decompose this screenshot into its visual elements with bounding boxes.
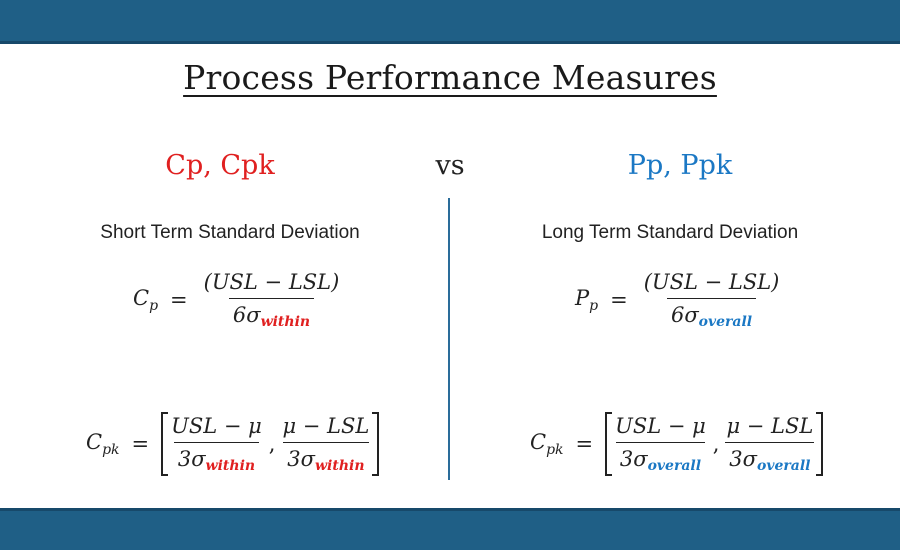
pp-formula: Pp = (USL − LSL) 6σoverall — [575, 270, 783, 330]
pp-denominator: 6σoverall — [666, 298, 757, 330]
bottom-banner — [0, 508, 900, 550]
cpk-symbol: Cpk — [86, 429, 120, 459]
comma: , — [712, 432, 720, 456]
vs-label: vs — [435, 150, 465, 181]
page-title: Process Performance Measures — [183, 58, 717, 97]
comma: , — [268, 432, 276, 456]
cpk-upper-numerator: USL − μ — [615, 414, 706, 438]
equals-sign: = — [131, 432, 150, 456]
cp-numerator: (USL − LSL) — [203, 270, 340, 294]
cpk-upper-fraction: USL − μ 3σoverall — [611, 414, 710, 474]
column-divider — [448, 198, 450, 480]
cpk-upper-numerator: USL − μ — [171, 414, 262, 438]
cpk-lower-denominator: 3σoverall — [725, 442, 815, 474]
cpk-bracket: USL − μ 3σoverall , μ − LSL 3σoverall — [605, 412, 824, 476]
cp-fraction: (USL − LSL) 6σwithin — [200, 270, 344, 330]
cp-denominator: 6σwithin — [228, 298, 315, 330]
equals-sign: = — [575, 432, 594, 456]
cpk-symbol: Cpk — [530, 429, 564, 459]
cpk-upper-fraction: USL − μ 3σwithin — [167, 414, 266, 474]
top-banner — [0, 0, 900, 44]
pp-fraction: (USL − LSL) 6σoverall — [640, 270, 784, 330]
cpk-formula-overall: Cpk = USL − μ 3σoverall , μ − LSL 3σover… — [530, 412, 824, 476]
cpk-lower-fraction: μ − LSL 3σwithin — [278, 414, 373, 474]
long-term-subheading: Long Term Standard Deviation — [541, 222, 799, 243]
equals-sign: = — [610, 288, 628, 312]
cpk-lower-numerator: μ − LSL — [282, 414, 370, 438]
cp-symbol: Cp — [133, 285, 159, 315]
cpk-lower-fraction: μ − LSL 3σoverall — [722, 414, 817, 474]
cpk-upper-denominator: 3σoverall — [615, 442, 706, 474]
pp-ppk-heading: Pp, Ppk — [627, 150, 733, 181]
equals-sign: = — [170, 288, 188, 312]
short-term-subheading: Short Term Standard Deviation — [100, 222, 360, 243]
cpk-upper-denominator: 3σwithin — [173, 442, 260, 474]
cpk-bracket: USL − μ 3σwithin , μ − LSL 3σwithin — [161, 412, 380, 476]
cpk-formula-within: Cpk = USL − μ 3σwithin , μ − LSL 3σwithi… — [86, 412, 380, 476]
cpk-lower-denominator: 3σwithin — [283, 442, 369, 474]
cpk-lower-numerator: μ − LSL — [726, 414, 814, 438]
cp-formula: Cp = (USL − LSL) 6σwithin — [133, 270, 343, 330]
pp-symbol: Pp — [575, 285, 599, 315]
pp-numerator: (USL − LSL) — [643, 270, 780, 294]
cp-cpk-heading: Cp, Cpk — [165, 150, 275, 181]
